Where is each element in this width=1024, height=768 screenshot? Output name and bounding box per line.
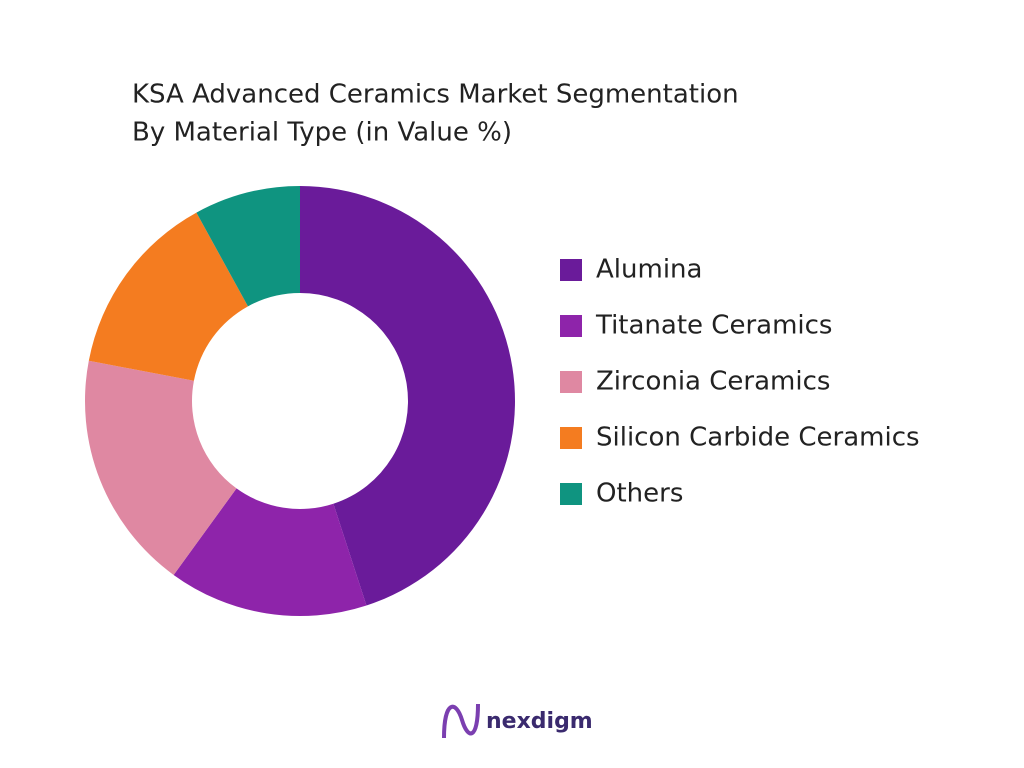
legend-label: Silicon Carbide Ceramics <box>596 423 920 453</box>
donut-slice <box>88 212 248 381</box>
legend-label: Zirconia Ceramics <box>596 367 830 397</box>
donut-slice <box>300 186 515 606</box>
legend-label: Others <box>596 479 683 509</box>
logo-mark <box>442 703 480 739</box>
legend-swatch <box>560 371 582 393</box>
donut-slice <box>196 186 300 307</box>
chart-title: KSA Advanced Ceramics Market Segmentatio… <box>132 80 739 110</box>
brand-name: nexdigm <box>486 709 593 734</box>
brand-logo: nexdigm <box>442 703 593 739</box>
chart-subtitle: By Material Type (in Value %) <box>132 118 512 148</box>
legend-swatch <box>560 427 582 449</box>
donut-slice <box>84 360 237 575</box>
legend-swatch <box>560 259 582 281</box>
donut-slice <box>173 488 367 616</box>
legend-swatch <box>560 483 582 505</box>
legend-label: Alumina <box>596 255 702 285</box>
legend-swatch <box>560 315 582 337</box>
legend-label: Titanate Ceramics <box>595 311 832 341</box>
